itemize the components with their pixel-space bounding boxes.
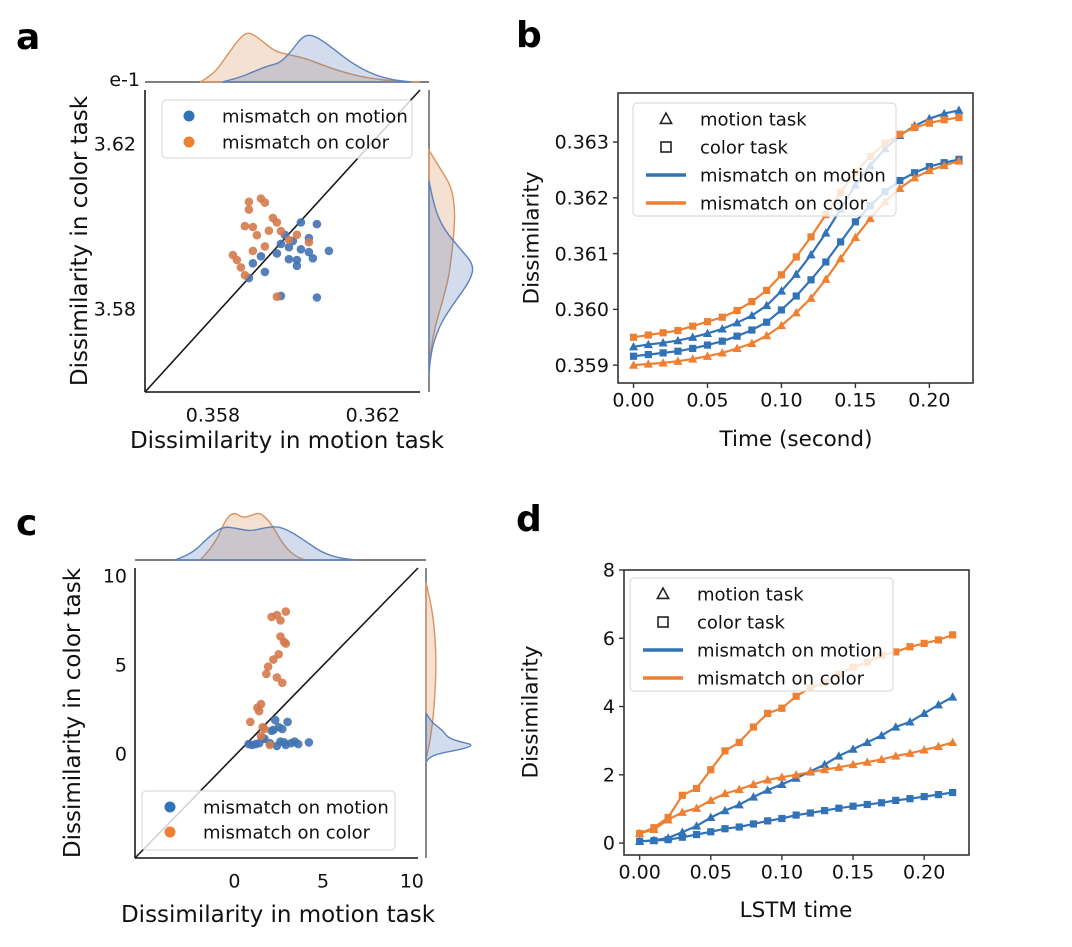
svg-text:0: 0: [603, 833, 615, 855]
svg-text:0.10: 0.10: [760, 390, 802, 412]
svg-text:5: 5: [317, 871, 329, 893]
panel-d-letter: d: [516, 499, 542, 540]
panel-c: c 0 5 10 10 5 0 mismatch on motion mismatch on …: [0, 470, 500, 947]
legend-item-label: mismatch on color: [222, 132, 390, 153]
panel-d: d 0.00 0.05 0.10 0.15 0.20 0 2 4 6 8 motion task co…: [500, 470, 1072, 947]
panel-c-chart: 0 5 10 10 5 0 mismatch on motion mismatch on co…: [103, 512, 472, 893]
panel-d-y-axis-label: Dissimilarity: [518, 645, 544, 779]
svg-text:0.362: 0.362: [346, 405, 400, 427]
legend-item-label: motion task: [700, 109, 807, 130]
panel-b-series-orange-triangle: [628, 156, 964, 369]
panel-d-series-orange-triangle: [635, 737, 958, 838]
panel-c-x-axis-label: Dissimilarity in motion task: [120, 902, 436, 928]
svg-text:4: 4: [603, 696, 615, 718]
svg-text:0.10: 0.10: [761, 862, 803, 884]
legend-item-label: mismatch on color: [700, 193, 868, 214]
legend-item-label: color task: [700, 137, 789, 158]
panel-a-right-marginal: [428, 90, 474, 392]
panel-a-scatter-orange: [228, 194, 314, 302]
panel-c-legend: mismatch on motion mismatch on color: [141, 790, 396, 851]
panel-b-letter: b: [516, 15, 542, 56]
panel-a-axes: [144, 90, 420, 393]
legend-item-label: motion task: [697, 584, 804, 605]
legend-item-label: color task: [697, 612, 786, 633]
panel-c-kde-top-blue: [174, 526, 356, 561]
panel-d-chart: 0.00 0.05 0.10 0.15 0.20 0 2 4 6 8 motion task colo…: [603, 560, 970, 884]
legend-item-label: mismatch on motion: [697, 640, 883, 661]
legend-swatch-blue: [164, 801, 176, 813]
panel-d-tick-labels: 0.00 0.05 0.10 0.15 0.20 0 2 4 6 8: [603, 560, 945, 884]
panel-a-legend: mismatch on motion mismatch on color: [161, 99, 413, 159]
panel-c-scatter-blue: [244, 715, 314, 751]
panel-a-kde-right-orange: [428, 147, 456, 368]
svg-text:0.00: 0.00: [618, 862, 660, 884]
svg-text:6: 6: [603, 628, 615, 650]
panel-b-axes: [617, 92, 974, 384]
panel-a-top-marginal: [145, 32, 429, 83]
svg-text:0.358: 0.358: [186, 405, 240, 427]
legend-item-label: mismatch on motion: [700, 165, 886, 186]
panel-c-top-marginal: [135, 512, 426, 561]
svg-text:0.20: 0.20: [903, 862, 945, 884]
svg-text:2: 2: [603, 764, 615, 786]
panel-c-y-axis-label: Dissimilarity in color task: [60, 567, 86, 859]
panel-a: a 0.358 0.362 3.62 3.58 e-1 mismatch on motio…: [0, 0, 500, 470]
svg-text:0.359: 0.359: [555, 355, 609, 377]
panel-a-y-axis-label: Dissimilarity in color task: [67, 95, 93, 387]
panel-b: b 0.00 0.05 0.10 0.15 0.20 0.359 0.360 0.361 0.3…: [500, 0, 1072, 470]
panel-b-tick-labels: 0.00 0.05 0.10 0.15 0.20 0.359 0.360 0.361 0.362…: [555, 132, 951, 412]
svg-text:0: 0: [115, 744, 127, 766]
panel-a-tick-labels: 0.358 0.362 3.62 3.58 e-1: [94, 69, 400, 427]
panel-c-kde-right-orange: [425, 582, 437, 760]
panel-a-scatter-blue: [244, 218, 334, 302]
legend-swatch-orange: [183, 136, 195, 148]
panel-c-tick-labels: 0 5 10 10 5 0: [103, 566, 424, 893]
svg-text:0.00: 0.00: [612, 390, 654, 412]
svg-text:3.58: 3.58: [94, 299, 136, 321]
svg-text:0: 0: [228, 871, 240, 893]
panel-d-legend: motion task color task mismatch on motion m…: [629, 577, 894, 692]
panel-d-series-blue-triangle: [635, 692, 958, 845]
svg-text:3.62: 3.62: [94, 134, 136, 156]
panel-c-kde-top-orange: [198, 512, 306, 561]
legend-item-label: mismatch on color: [203, 822, 371, 843]
svg-text:0.15: 0.15: [832, 862, 874, 884]
panel-b-y-axis-label: Dissimilarity: [519, 171, 545, 305]
panel-a-x-axis-label: Dissimilarity in motion task: [129, 428, 445, 454]
svg-text:0.15: 0.15: [834, 390, 876, 412]
svg-text:0.361: 0.361: [555, 243, 609, 265]
svg-text:10: 10: [400, 871, 424, 893]
panel-a-kde-right-blue: [428, 180, 474, 377]
panel-c-kde-right-blue: [425, 712, 472, 765]
panel-b-x-axis-label: Time (second): [719, 427, 873, 452]
svg-text:0.05: 0.05: [690, 862, 732, 884]
panel-c-axes: [134, 568, 418, 859]
svg-text:10: 10: [103, 566, 127, 588]
svg-text:0.20: 0.20: [908, 390, 950, 412]
legend-swatch-blue: [183, 110, 195, 122]
panel-a-kde-top-blue: [221, 34, 412, 83]
svg-text:0.05: 0.05: [686, 390, 728, 412]
legend-swatch-orange: [164, 826, 176, 838]
legend-item-label: mismatch on motion: [222, 106, 408, 127]
panel-a-offset-text: e-1: [109, 69, 140, 91]
panel-c-letter: c: [16, 503, 38, 544]
panel-a-kde-top-orange: [199, 32, 421, 83]
panel-b-chart: 0.00 0.05 0.10 0.15 0.20 0.359 0.360 0.361 0.362…: [555, 92, 974, 412]
panel-d-x-axis-label: LSTM time: [739, 898, 853, 923]
legend-item-label: mismatch on color: [697, 668, 865, 689]
panel-c-scatter-orange: [246, 607, 291, 750]
svg-text:5: 5: [115, 655, 127, 677]
svg-text:8: 8: [603, 560, 615, 582]
panel-d-axes: [623, 569, 970, 856]
legend-item-label: mismatch on motion: [203, 797, 389, 818]
svg-text:0.363: 0.363: [555, 132, 609, 154]
panel-a-letter: a: [16, 17, 41, 58]
panel-b-legend: motion task color task mismatch on motion m…: [632, 102, 897, 217]
svg-text:0.362: 0.362: [555, 187, 609, 209]
panel-c-right-marginal: [425, 568, 472, 858]
svg-text:0.360: 0.360: [555, 299, 609, 321]
